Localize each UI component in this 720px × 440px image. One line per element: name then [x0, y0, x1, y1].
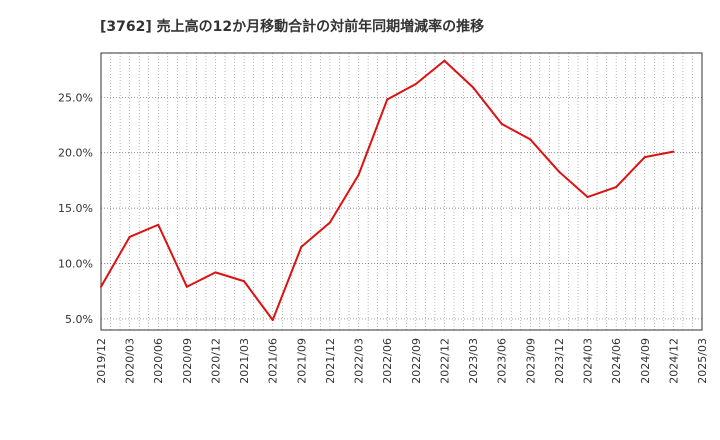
x-tick-label: 2023/03 — [467, 338, 480, 384]
data-point — [100, 285, 102, 288]
x-tick-label: 2020/06 — [152, 338, 165, 384]
data-point — [472, 86, 475, 89]
data-point — [414, 83, 417, 86]
series-layer — [100, 59, 675, 322]
data-point — [328, 221, 331, 224]
x-axis-ticks: 2019/12 2020/03 2020/06 2020/09 2020/12 2021/… — [95, 338, 709, 384]
data-point — [529, 138, 532, 141]
data-point — [557, 170, 560, 173]
data-point — [386, 98, 389, 101]
data-point — [243, 280, 246, 283]
x-tick-label: 2025/03 — [696, 338, 709, 384]
x-tick-label: 2021/06 — [267, 338, 280, 384]
data-point — [128, 235, 131, 238]
y-tick-label: 5.0% — [65, 313, 93, 326]
plot-area — [101, 53, 702, 330]
x-tick-label: 2023/09 — [524, 338, 537, 384]
y-tick-label: 20.0% — [58, 147, 93, 160]
data-point — [300, 245, 303, 248]
x-tick-label: 2020/09 — [181, 338, 194, 384]
y-tick-label: 10.0% — [58, 258, 93, 271]
data-point — [443, 59, 446, 62]
x-tick-label: 2024/03 — [582, 338, 595, 384]
data-point — [185, 285, 188, 288]
x-tick-label: 2022/12 — [438, 338, 451, 384]
data-point — [157, 223, 160, 226]
data-point — [586, 196, 589, 199]
x-tick-label: 2020/03 — [124, 338, 137, 384]
data-point — [672, 150, 675, 153]
x-tick-label: 2023/06 — [496, 338, 509, 384]
x-tick-label: 2023/12 — [553, 338, 566, 384]
data-point — [643, 156, 646, 159]
x-tick-label: 2022/03 — [353, 338, 366, 384]
x-tick-label: 2024/12 — [667, 338, 680, 384]
data-point — [357, 173, 360, 176]
chart-title: [3762] 売上高の12か月移動合計の対前年同期増減率の推移 — [100, 19, 485, 35]
x-tick-label: 2021/09 — [295, 338, 308, 384]
y-axis-ticks: 5.0% 10.0% 15.0% 20.0% 25.0% — [58, 91, 93, 326]
x-tick-label: 2020/12 — [209, 338, 222, 384]
plot-frame — [100, 52, 703, 331]
x-tick-label: 2022/09 — [410, 338, 423, 384]
x-tick-label: 2021/03 — [238, 338, 251, 384]
x-tick-label: 2021/12 — [324, 338, 337, 384]
x-tick-label: 2019/12 — [95, 338, 108, 384]
data-point — [500, 122, 503, 125]
y-tick-label: 15.0% — [58, 202, 93, 215]
x-tick-label: 2024/06 — [610, 338, 623, 384]
data-point — [615, 186, 618, 189]
x-tick-label: 2022/06 — [381, 338, 394, 384]
y-tick-label: 25.0% — [58, 91, 93, 104]
x-tick-label: 2024/09 — [639, 338, 652, 384]
data-point — [214, 271, 217, 274]
data-point — [271, 319, 274, 322]
